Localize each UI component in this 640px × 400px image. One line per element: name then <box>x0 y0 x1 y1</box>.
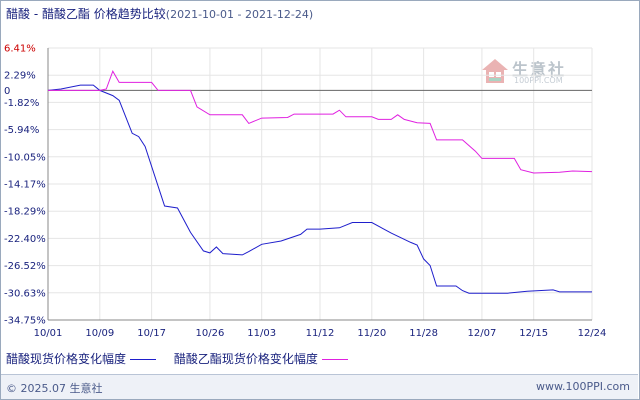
x-tick-label: 11/20 <box>357 328 386 339</box>
y-tick-label: -22.40% <box>4 234 46 245</box>
x-tick-label: 10/26 <box>195 328 224 339</box>
series-lines <box>47 70 593 294</box>
axes <box>47 48 592 321</box>
watermark-sub: 100PPI.COM <box>514 76 563 85</box>
legend-item-series2: 醋酸乙酯现货价格变化幅度 <box>174 350 348 367</box>
watermark-text: 生意社 <box>512 60 567 79</box>
y-tick-label: 2.29% <box>4 71 36 82</box>
legend-swatch-series1 <box>130 359 157 360</box>
series-line-2 <box>48 70 593 174</box>
x-tick-label: 12/24 <box>578 328 607 339</box>
x-tick-label: 10/17 <box>137 328 166 339</box>
chart-title: 醋酸 - 醋酸乙酯 价格趋势比较(2021-10-01 - 2021-12-24… <box>6 5 313 22</box>
y-tick-label: 6.41% <box>4 44 36 55</box>
chart-title-range: (2021-10-01 - 2021-12-24) <box>165 8 314 21</box>
legend-item-series1: 醋酸现货价格变化幅度 <box>6 350 157 367</box>
x-tick-label: 10/01 <box>34 328 63 339</box>
copyright-text: © 2025.07 生意社 <box>6 382 103 395</box>
y-tick-label: -18.29% <box>4 207 46 218</box>
footer-band <box>1 374 638 399</box>
y-tick-label: 0 <box>4 86 10 97</box>
legend-swatch-series2 <box>321 359 348 360</box>
legend-label-series1: 醋酸现货价格变化幅度 <box>6 352 127 366</box>
x-tick-label: 10/09 <box>85 328 114 339</box>
x-tick-label: 12/07 <box>467 328 496 339</box>
grid-lines <box>47 47 593 321</box>
x-tick-label: 11/12 <box>306 328 335 339</box>
chart-title-main: 醋酸 - 醋酸乙酯 价格趋势比较 <box>6 7 166 21</box>
x-tick-label: 11/28 <box>409 328 438 339</box>
x-tick-labels: 10/01 10/09 10/17 10/26 11/03 11/12 11/20 11/28… <box>34 328 607 339</box>
y-tick-label: -30.63% <box>4 288 46 299</box>
y-tick-label: -5.94% <box>4 125 39 136</box>
house-logo-icon <box>482 59 508 83</box>
watermark: 生意社 100PPI.COM <box>480 56 580 92</box>
legend: 醋酸现货价格变化幅度 醋酸乙酯现货价格变化幅度 <box>6 350 362 367</box>
y-tick-label: -10.05% <box>4 152 46 163</box>
y-tick-labels: 6.41% 2.29% 0-1.82% -5.94% -10.05% -14.17% -18… <box>4 44 46 327</box>
y-tick-label: -1.82% <box>4 98 39 109</box>
legend-label-series2: 醋酸乙酯现货价格变化幅度 <box>173 352 318 366</box>
x-tick-label: 12/15 <box>519 328 548 339</box>
y-tick-label: -34.75% <box>4 316 46 327</box>
x-tick-label: 11/03 <box>247 328 276 339</box>
site-link[interactable]: www.100PPI.com <box>536 380 630 393</box>
series-line-1 <box>47 84 592 294</box>
y-tick-label: -26.52% <box>4 261 46 272</box>
y-tick-label: -14.17% <box>4 180 46 191</box>
